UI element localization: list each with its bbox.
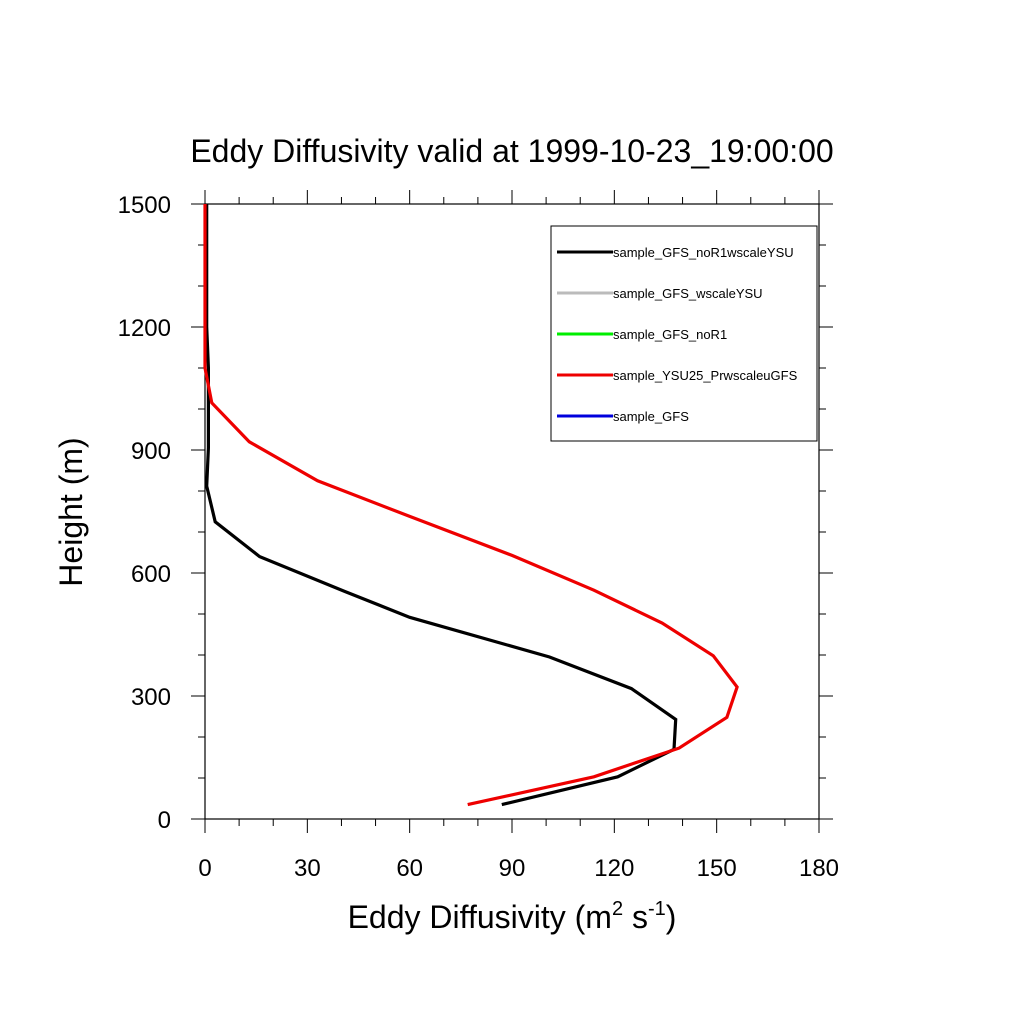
x-tick-label: 0	[198, 855, 211, 882]
y-tick-label: 600	[131, 561, 171, 588]
legend: sample_GFS_noR1wscaleYSU sample_GFS_wscal…	[550, 225, 818, 442]
y-tick-label: 0	[158, 807, 171, 834]
x-axis-title: Eddy Diffusivity (m2 s-1)	[348, 898, 677, 935]
tick-marks	[191, 190, 833, 833]
y-tick-label: 300	[131, 684, 171, 711]
series-line-sample_YSU25_PrwscaleuGFS	[203, 204, 739, 807]
x-axis-title-sup1: 2	[612, 898, 623, 920]
series-line-sample_GFS_noR1wscaleYSU	[205, 204, 678, 807]
chart-title: Eddy Diffusivity valid at 1999-10-23_19:…	[190, 133, 833, 169]
x-tick-label: 150	[697, 855, 737, 882]
x-axis-title-middle: s	[623, 899, 648, 935]
x-axis-title-prefix: Eddy Diffusivity (m	[348, 899, 612, 935]
y-axis-title: Height (m)	[53, 437, 89, 586]
y-tick-label: 1200	[118, 315, 171, 342]
x-tick-label: 60	[396, 855, 423, 882]
legend-label: sample_GFS_wscaleYSU	[613, 286, 763, 301]
x-tick-label: 30	[294, 855, 321, 882]
series-lines	[203, 204, 739, 807]
x-tick-label: 120	[594, 855, 634, 882]
y-tick-label: 1500	[118, 192, 171, 219]
legend-label: sample_GFS	[613, 409, 689, 424]
legend-label: sample_YSU25_PrwscaleuGFS	[613, 368, 798, 383]
tick-labels: 0 30 60 90 120 150 180 0 300 600 900 1200 1500	[118, 192, 839, 882]
x-axis-title-sup2: -1	[648, 898, 666, 920]
x-tick-label: 180	[799, 855, 839, 882]
legend-label: sample_GFS_noR1wscaleYSU	[613, 245, 794, 260]
x-axis-title-suffix: )	[666, 899, 677, 935]
x-tick-label: 90	[499, 855, 526, 882]
y-tick-label: 900	[131, 438, 171, 465]
legend-label: sample_GFS_noR1	[613, 327, 727, 342]
